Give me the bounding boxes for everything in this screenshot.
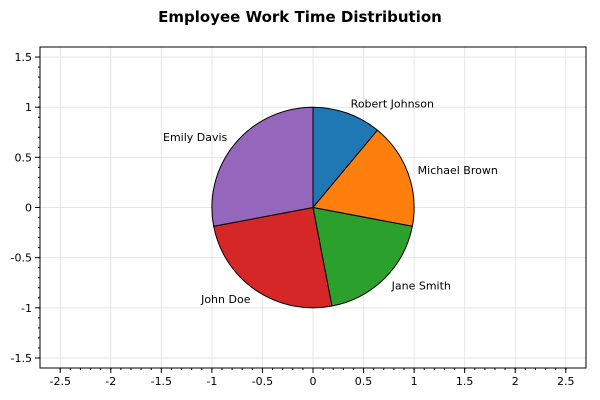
- x-tick-label: -0.5: [252, 375, 273, 388]
- y-tick-label: 1: [25, 101, 32, 114]
- pie-slice-jane-smith: [312, 206, 413, 307]
- slice-label: John Doe: [200, 293, 251, 306]
- pie-slice-emily-davis: [211, 106, 314, 227]
- y-tick-label: 0: [25, 202, 32, 215]
- chart-title: Employee Work Time Distribution: [158, 8, 442, 26]
- slice-label: Emily Davis: [163, 131, 228, 144]
- x-tick-label: 2.5: [557, 375, 575, 388]
- y-tick-label: 0.5: [15, 151, 33, 164]
- x-tick-label: 1.5: [456, 375, 474, 388]
- x-tick-label: 0.5: [355, 375, 373, 388]
- pie-slice-john-doe: [213, 206, 333, 309]
- y-tick-label: -0.5: [11, 252, 32, 265]
- x-tick-label: -1: [206, 375, 217, 388]
- slice-label: Michael Brown: [418, 164, 498, 177]
- pie-slice-michael-brown: [312, 129, 415, 227]
- x-tick-label: -1.5: [151, 375, 172, 388]
- y-tick-label: -1.5: [11, 352, 32, 365]
- slice-label: Robert Johnson: [351, 98, 434, 111]
- x-tick-label: -2: [105, 375, 116, 388]
- x-tick-label: 1: [411, 375, 418, 388]
- pie-slice-robert-johnson: [312, 106, 379, 209]
- y-tick-label: -1: [21, 302, 32, 315]
- x-tick-label: -2.5: [49, 375, 70, 388]
- x-tick-label: 0: [310, 375, 317, 388]
- y-tick-label: 1.5: [15, 51, 33, 64]
- x-tick-label: 2: [512, 375, 519, 388]
- slice-label: Jane Smith: [391, 280, 451, 293]
